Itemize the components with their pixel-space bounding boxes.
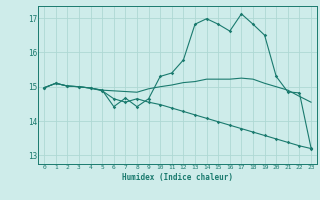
X-axis label: Humidex (Indice chaleur): Humidex (Indice chaleur): [122, 173, 233, 182]
